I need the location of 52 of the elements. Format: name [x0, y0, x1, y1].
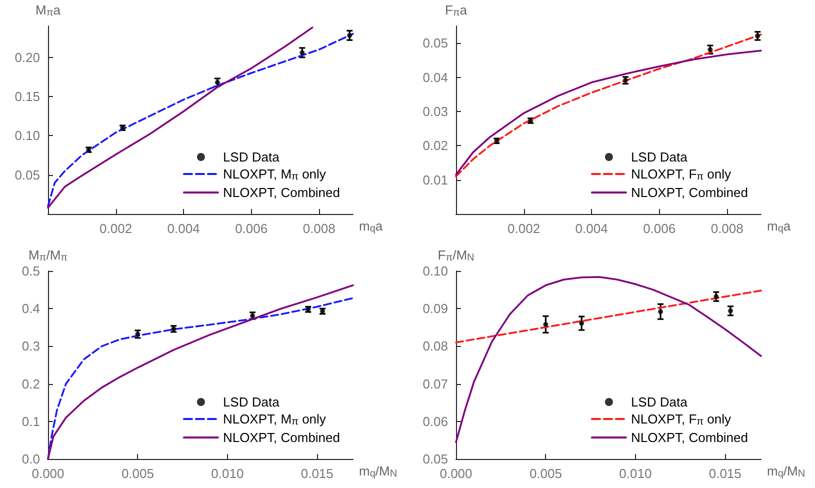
y-tick-label: 0.05 — [422, 36, 448, 51]
y-tick-label: 0.20 — [14, 50, 40, 65]
y-tick-label: 0.09 — [422, 301, 448, 316]
x-tick-label: 0.015 — [300, 466, 334, 481]
legend-label: NLOXPT, Combined — [222, 185, 340, 200]
legend-label: LSD Data — [630, 150, 688, 164]
x-tick-label: 0.005 — [121, 466, 154, 481]
x-tick-label: 0.004 — [575, 221, 608, 236]
x-tick-label: 0.004 — [167, 221, 200, 236]
x-tick-label: 0.006 — [235, 221, 268, 236]
y-tick-label: 0.1 — [22, 414, 40, 429]
x-tick-label: 0.008 — [302, 221, 336, 236]
x-tick-label: 0.000 — [440, 466, 472, 481]
y-tick-label: 0.5 — [22, 264, 40, 278]
legend-label: NLOXPT, Combined — [630, 430, 748, 445]
y-tick-label: 0.2 — [22, 376, 40, 392]
y-tick-label: 0.10 — [14, 128, 40, 144]
legend-label: LSD Data — [630, 394, 688, 410]
x-tick-label: 0.015 — [708, 466, 742, 481]
legend-label: LSD Data — [222, 394, 280, 410]
point — [347, 32, 352, 38]
point — [300, 50, 305, 56]
x-tick-label: 0.005 — [529, 466, 562, 481]
x-tick-label: 0.010 — [619, 466, 652, 481]
legend-label: NLOXPT, Combined — [630, 185, 748, 200]
point — [543, 322, 548, 327]
y-tick-label: 0.0 — [22, 452, 40, 466]
x-tick-label: 0.002 — [508, 221, 540, 236]
y-tick-label: 0.3 — [22, 338, 40, 354]
x-tick-label: 0.006 — [643, 221, 676, 236]
y-tick-label: 0.03 — [422, 104, 448, 119]
point — [579, 320, 584, 326]
y-tick-label: 0.04 — [422, 70, 448, 85]
line-series — [47, 32, 354, 208]
y-tick-label: 0.01 — [422, 172, 448, 188]
y-tick-label: 0.10 — [422, 264, 448, 278]
y-tick-label: 0.15 — [14, 89, 40, 104]
x-tick-label: 0.008 — [710, 221, 744, 236]
x-tick-label: 0.002 — [100, 221, 132, 236]
point — [658, 309, 664, 314]
y-tick-label: 0.08 — [422, 338, 448, 354]
y-tick-label: 0.05 — [422, 452, 448, 466]
y-tick-label: 0.06 — [422, 414, 448, 429]
y-tick-label: 0.02 — [422, 138, 448, 154]
x-tick-label: 0.000 — [32, 466, 64, 481]
x-tick-label: 0.010 — [211, 466, 244, 481]
y-tick-label: 0.05 — [14, 167, 40, 182]
y-tick-label: 0.07 — [422, 376, 448, 392]
legend-label: NLOXPT, Combined — [222, 430, 340, 445]
y-tick-label: 0.4 — [22, 301, 40, 316]
line-series — [455, 276, 762, 443]
legend-label: LSD Data — [222, 150, 280, 164]
